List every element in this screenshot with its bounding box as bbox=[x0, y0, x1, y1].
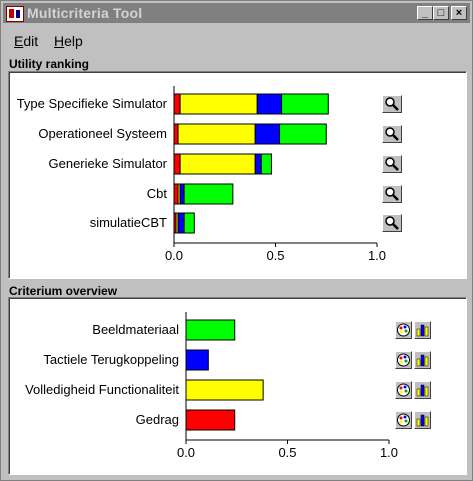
utility-bar-cbt-seg-2 bbox=[179, 183, 185, 205]
utility-ranking-chart: 0.0 0.5 1.0 bbox=[165, 86, 386, 263]
utility-bar-generieke-simulator-seg-3 bbox=[260, 153, 272, 175]
criterium-overview-title: Criterium overview bbox=[9, 284, 118, 298]
window-title: Multicriteria Tool bbox=[27, 5, 143, 21]
criterium-tick-label-0: 0.0 bbox=[177, 445, 195, 460]
magnifier-icon bbox=[385, 216, 399, 230]
title-bar[interactable]: Multicriteria Tool _ □ × bbox=[3, 3, 470, 23]
criterium-bar-volledigheid-functionaliteit bbox=[185, 379, 264, 401]
palette-icon bbox=[397, 353, 410, 367]
color-settings-button-volledigheid-functionaliteit[interactable] bbox=[395, 381, 412, 399]
criterium-label-beeldmateriaal: Beeldmateriaal bbox=[92, 322, 179, 337]
criterium-overview-panel: 0.0 0.5 1.0 Beeldmateriaal Tactiele Terugko… bbox=[8, 297, 467, 475]
utility-bar-generieke-simulator-seg-0 bbox=[173, 153, 181, 175]
utility-bar-type-specifieke-simulator-seg-2 bbox=[256, 93, 283, 115]
criterium-tick-label-2: 1.0 bbox=[380, 445, 398, 460]
utility-label-operationeel-systeem: Operationeel Systeem bbox=[38, 126, 167, 141]
chart-settings-button-gedrag[interactable] bbox=[414, 411, 431, 429]
criterium-tick-label-1: 0.5 bbox=[278, 445, 296, 460]
criterium-label-volledigheid-functionaliteit: Volledigheid Functionaliteit bbox=[25, 382, 179, 397]
inspect-button-type-specifieke-simulator[interactable] bbox=[382, 95, 402, 113]
maximize-icon: □ bbox=[437, 7, 445, 19]
chart-settings-button-tactiele-terugkoppeling[interactable] bbox=[414, 351, 431, 369]
utility-label-cbt: Cbt bbox=[146, 186, 167, 201]
palette-icon bbox=[397, 383, 410, 397]
menu-edit[interactable]: Edit bbox=[14, 33, 39, 49]
criterium-bar-beeldmateriaal bbox=[185, 319, 236, 341]
utility-ranking-title: Utility ranking bbox=[9, 57, 90, 71]
inspect-button-generieke-simulator[interactable] bbox=[382, 155, 402, 173]
utility-bar-cbt-seg-0 bbox=[173, 183, 179, 205]
utility-bar-generieke-simulator-seg-2 bbox=[254, 153, 262, 175]
utility-bar-operationeel-systeem-seg-1 bbox=[177, 123, 256, 145]
utility-bar-type-specifieke-simulator-seg-1 bbox=[179, 93, 258, 115]
color-settings-button-tactiele-terugkoppeling[interactable] bbox=[395, 351, 412, 369]
utility-label-simulatiecbt: simulatieCBT bbox=[89, 215, 167, 230]
menu-help[interactable]: Help bbox=[54, 33, 83, 49]
magnifier-icon bbox=[385, 127, 399, 141]
inspect-button-cbt[interactable] bbox=[382, 185, 402, 203]
utility-bar-simulatiecbt-seg-2 bbox=[177, 212, 185, 234]
inspect-button-simulatiecbt[interactable] bbox=[382, 214, 402, 232]
chart-settings-button-volledigheid-functionaliteit[interactable] bbox=[414, 381, 431, 399]
chart-settings-button-beeldmateriaal[interactable] bbox=[414, 321, 431, 339]
close-button[interactable]: × bbox=[451, 6, 467, 20]
app-logo-icon[interactable] bbox=[6, 6, 24, 22]
bar-chart-icon bbox=[416, 414, 429, 427]
criterium-bar-tactiele-terugkoppeling bbox=[185, 349, 209, 371]
bar-chart-icon bbox=[416, 384, 429, 397]
utility-tick-label-2: 1.0 bbox=[368, 248, 386, 263]
criterium-label-gedrag: Gedrag bbox=[135, 412, 179, 427]
close-icon: × bbox=[455, 7, 463, 19]
utility-label-type-specifieke-simulator: Type Specifieke Simulator bbox=[16, 96, 167, 111]
utility-tick-label-1: 0.5 bbox=[266, 248, 284, 263]
utility-bar-operationeel-systeem-seg-2 bbox=[254, 123, 281, 145]
minimize-icon: _ bbox=[421, 7, 429, 19]
utility-bar-type-specifieke-simulator-seg-3 bbox=[281, 93, 329, 115]
utility-bar-type-specifieke-simulator-seg-0 bbox=[173, 93, 181, 115]
utility-bar-cbt-seg-3 bbox=[183, 183, 234, 205]
criterium-label-tactiele-terugkoppeling: Tactiele Terugkoppeling bbox=[43, 352, 179, 367]
magnifier-icon bbox=[385, 97, 399, 111]
maximize-button[interactable]: □ bbox=[433, 6, 449, 20]
magnifier-icon bbox=[385, 157, 399, 171]
utility-bar-operationeel-systeem-seg-0 bbox=[173, 123, 179, 145]
inspect-button-operationeel-systeem[interactable] bbox=[382, 125, 402, 143]
utility-bar-simulatiecbt-seg-3 bbox=[183, 212, 195, 234]
color-settings-button-gedrag[interactable] bbox=[395, 411, 412, 429]
utility-bar-generieke-simulator-seg-1 bbox=[179, 153, 256, 175]
palette-icon bbox=[397, 413, 410, 427]
bar-chart-icon bbox=[416, 324, 429, 337]
criterium-overview-chart: 0.0 0.5 1.0 bbox=[177, 312, 398, 460]
palette-icon bbox=[397, 323, 410, 337]
magnifier-icon bbox=[385, 187, 399, 201]
bar-chart-icon bbox=[416, 354, 429, 367]
color-settings-button-beeldmateriaal[interactable] bbox=[395, 321, 412, 339]
utility-bar-operationeel-systeem-seg-3 bbox=[279, 123, 327, 145]
utility-tick-label-0: 0.0 bbox=[165, 248, 183, 263]
minimize-button[interactable]: _ bbox=[417, 6, 433, 20]
utility-ranking-panel: 0.0 0.5 1.0 Type Specifieke Simulator Opera… bbox=[8, 71, 467, 279]
utility-label-generieke-simulator: Generieke Simulator bbox=[48, 156, 168, 171]
criterium-bar-gedrag bbox=[185, 409, 236, 431]
